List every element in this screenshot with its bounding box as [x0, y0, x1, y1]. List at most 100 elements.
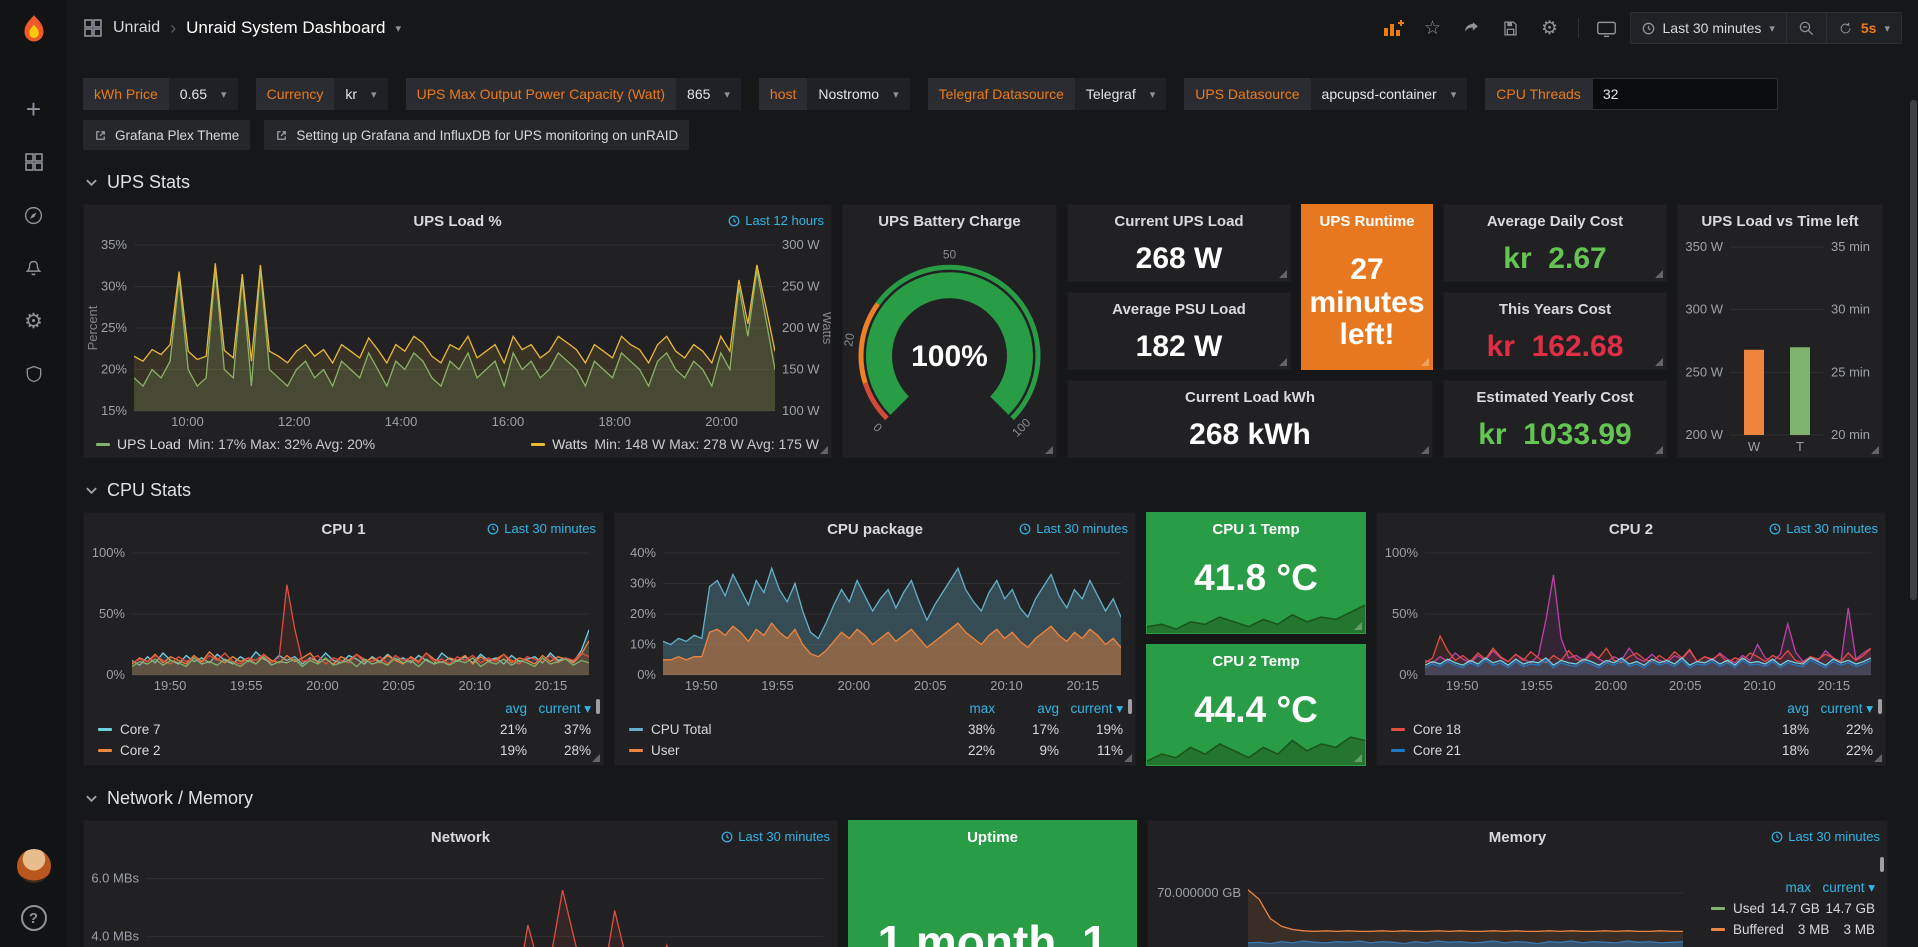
legend-item[interactable]: UPS Load Min: 17% Max: 32% Avg: 20%	[96, 436, 375, 452]
dashboard-link[interactable]: Grafana Plex Theme	[83, 120, 251, 150]
legend-column[interactable]: max	[1785, 880, 1811, 895]
legend-row[interactable]: CPU Total 38% 17% 19%	[629, 719, 1123, 740]
load-vs-time-chart[interactable]: 200 W 250 W 300 W 350 W 20 min 25 min 30 min 35…	[1678, 237, 1882, 457]
time-range-picker[interactable]: Last 30 minutes ▾	[1631, 13, 1786, 43]
panel-time-range[interactable]: Last 30 minutes	[1769, 521, 1878, 536]
panel-resize-handle[interactable]	[592, 754, 600, 762]
ups-load-chart[interactable]: 15% 20% 25% 30% 35% 100 W 150 W 200 W 250 W 300 W…	[84, 237, 831, 431]
refresh-button[interactable]: 5s ▾	[1825, 13, 1901, 43]
panel-header[interactable]: Average PSU Load	[1068, 293, 1290, 325]
avatar[interactable]	[16, 849, 51, 883]
grafana-logo[interactable]	[15, 12, 53, 50]
panel-header[interactable]: UPS Runtime	[1302, 205, 1432, 237]
legend-column[interactable]: current ▾	[1822, 879, 1875, 895]
variable-value-dropdown[interactable]: kr ▾	[334, 78, 388, 110]
panel-header[interactable]: CPU 1 Last 30 minutes	[84, 513, 603, 545]
legend-column[interactable]: avg	[1037, 701, 1059, 716]
panel-resize-handle[interactable]	[1124, 754, 1132, 762]
battery-gauge[interactable]: 0 20 50 100 100%	[843, 237, 1056, 457]
legend-row[interactable]: Buffered 3 MB 3 MB	[1711, 919, 1875, 940]
breadcrumb-folder[interactable]: Unraid	[113, 19, 161, 36]
panel-time-range[interactable]: Last 12 hours	[728, 213, 824, 228]
sidebar-item-configuration[interactable]: ⚙	[21, 308, 47, 334]
dashboard-settings-button[interactable]: ⚙	[1534, 13, 1566, 43]
panel-header[interactable]: Memory Last 30 minutes	[1148, 821, 1887, 853]
legend-row[interactable]: Core 21 18% 22%	[1391, 740, 1873, 761]
panel-resize-handle[interactable]	[1354, 622, 1362, 630]
variable-value-dropdown[interactable]: Telegraf ▾	[1074, 78, 1167, 110]
sidebar-item-explore[interactable]	[21, 202, 47, 228]
legend-row[interactable]: User 22% 9% 11%	[629, 740, 1123, 761]
panel-time-range[interactable]: Last 30 minutes	[1771, 829, 1880, 844]
sidebar-item-alerting[interactable]	[21, 255, 47, 281]
cpu-package-chart[interactable]: 0% 10% 20% 30% 40% 19:50 19:55 20:00 20:05 20:10 2…	[615, 545, 1135, 695]
panel-header[interactable]: CPU package Last 30 minutes	[615, 513, 1135, 545]
sidebar-item-server-admin[interactable]	[21, 361, 47, 387]
panel-header[interactable]: UPS Battery Charge	[843, 205, 1056, 237]
panel-resize-handle[interactable]	[1045, 446, 1053, 454]
panel-header[interactable]: Estimated Yearly Cost	[1444, 381, 1666, 413]
share-button[interactable]	[1456, 13, 1488, 43]
sidebar-item-dashboards[interactable]	[21, 149, 47, 175]
panel-header[interactable]: CPU 2 Temp	[1147, 645, 1365, 677]
sidebar-item-create[interactable]: +	[21, 94, 47, 124]
panel-header[interactable]: Uptime	[849, 821, 1136, 853]
page-scrollbar[interactable]	[1910, 100, 1917, 600]
panel-header[interactable]: CPU 2 Last 30 minutes	[1377, 513, 1885, 545]
panel-resize-handle[interactable]	[1874, 754, 1882, 762]
legend-row[interactable]: Core 2 19% 28%	[98, 740, 591, 761]
panel-time-range[interactable]: Last 30 minutes	[721, 829, 830, 844]
star-button[interactable]: ☆	[1417, 13, 1449, 43]
panel-header[interactable]: Network Last 30 minutes	[84, 821, 837, 853]
panel-header[interactable]: UPS Load % Last 12 hours	[84, 205, 831, 237]
panel-resize-handle[interactable]	[1871, 446, 1879, 454]
panel-resize-handle[interactable]	[1354, 754, 1362, 762]
panel-header[interactable]: This Years Cost	[1444, 293, 1666, 325]
row-header-cpu-stats[interactable]: CPU Stats	[85, 476, 1906, 504]
panel-resize-handle[interactable]	[1279, 358, 1287, 366]
legend-item[interactable]: Watts Min: 148 W Max: 278 W Avg: 175 W	[531, 436, 819, 452]
legend-row[interactable]: Used 14.7 GB 14.7 GB	[1711, 898, 1875, 919]
row-header-network-memory[interactable]: Network / Memory	[85, 784, 1906, 812]
save-button[interactable]	[1495, 13, 1527, 43]
legend-row[interactable]: Core 7 21% 37%	[98, 719, 591, 740]
cpu1-chart[interactable]: 0% 50% 100% 19:50 19:55 20:00 20:05 20:10 20:15	[84, 545, 603, 695]
legend-column[interactable]: avg	[1787, 701, 1809, 716]
legend-row[interactable]: Core 18 18% 22%	[1391, 719, 1873, 740]
panel-time-range[interactable]: Last 30 minutes	[487, 521, 596, 536]
breadcrumb-dashboard[interactable]: Unraid System Dashboard	[186, 18, 386, 37]
chevron-down-icon[interactable]: ▾	[395, 22, 402, 35]
panel-resize-handle[interactable]	[1655, 446, 1663, 454]
panel-resize-handle[interactable]	[1655, 358, 1663, 366]
panel-header[interactable]: UPS Load vs Time left	[1678, 205, 1882, 237]
panel-resize-handle[interactable]	[1421, 358, 1429, 366]
panel-header[interactable]: Current UPS Load	[1068, 205, 1290, 237]
zoom-out-button[interactable]	[1785, 13, 1826, 43]
dashboard-link[interactable]: Setting up Grafana and InfluxDB for UPS …	[264, 120, 690, 150]
panel-header[interactable]: Current Load kWh	[1068, 381, 1432, 413]
variable-value-dropdown[interactable]: 0.65 ▾	[168, 78, 238, 110]
cycle-view-button[interactable]	[1591, 13, 1623, 43]
variable-value-dropdown[interactable]: 865 ▾	[676, 78, 741, 110]
help-button[interactable]: ?	[20, 905, 47, 931]
variable-value-dropdown[interactable]: apcupsd-container ▾	[1310, 78, 1468, 110]
legend-column[interactable]: max	[969, 701, 995, 716]
panel-resize-handle[interactable]	[1279, 270, 1287, 278]
cpu-threads-input[interactable]	[1591, 78, 1778, 110]
memory-chart[interactable]: 50.000000 GB60.000000 GB70.000000 GB19:5…	[1148, 853, 1697, 947]
variable-value-dropdown[interactable]: Nostromo ▾	[807, 78, 910, 110]
panel-header[interactable]: CPU 1 Temp	[1147, 513, 1365, 545]
add-panel-button[interactable]	[1378, 13, 1410, 43]
legend-column[interactable]: current ▾	[1070, 700, 1123, 716]
legend-column[interactable]: current ▾	[538, 700, 591, 716]
panel-resize-handle[interactable]	[1421, 446, 1429, 454]
row-header-ups-stats[interactable]: UPS Stats	[85, 168, 1906, 196]
panel-resize-handle[interactable]	[820, 446, 828, 454]
panel-resize-handle[interactable]	[1655, 270, 1663, 278]
panel-header[interactable]: Average Daily Cost	[1444, 205, 1666, 237]
legend-column[interactable]: current ▾	[1820, 700, 1873, 716]
cpu2-chart[interactable]: 0% 50% 100% 19:50 19:55 20:00 20:05 20:10 20:15	[1377, 545, 1885, 695]
legend-column[interactable]: avg	[505, 701, 527, 716]
panel-time-range[interactable]: Last 30 minutes	[1019, 521, 1128, 536]
